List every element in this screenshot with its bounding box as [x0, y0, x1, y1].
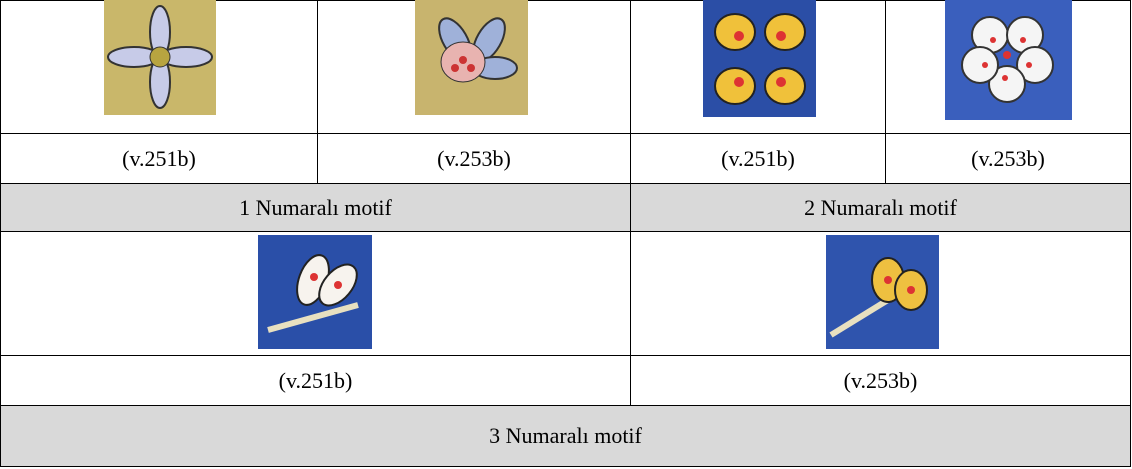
caption: (v.251b)	[0, 133, 318, 184]
motif-image	[258, 235, 372, 349]
caption: (v.251b)	[630, 133, 886, 184]
caption: (v.253b)	[630, 355, 1131, 406]
caption: (v.251b)	[0, 355, 631, 406]
motif-image	[104, 0, 216, 115]
motif-image	[945, 0, 1072, 120]
motif-label: 2 Numaralı motif	[630, 183, 1131, 232]
caption: (v.253b)	[317, 133, 631, 184]
motif-image	[703, 0, 816, 117]
caption: (v.253b)	[885, 133, 1131, 184]
motif-image	[415, 0, 528, 115]
motif-image	[826, 235, 939, 349]
motif-label: 1 Numaralı motif	[0, 183, 631, 232]
motif-label: 3 Numaralı motif	[0, 405, 1131, 467]
